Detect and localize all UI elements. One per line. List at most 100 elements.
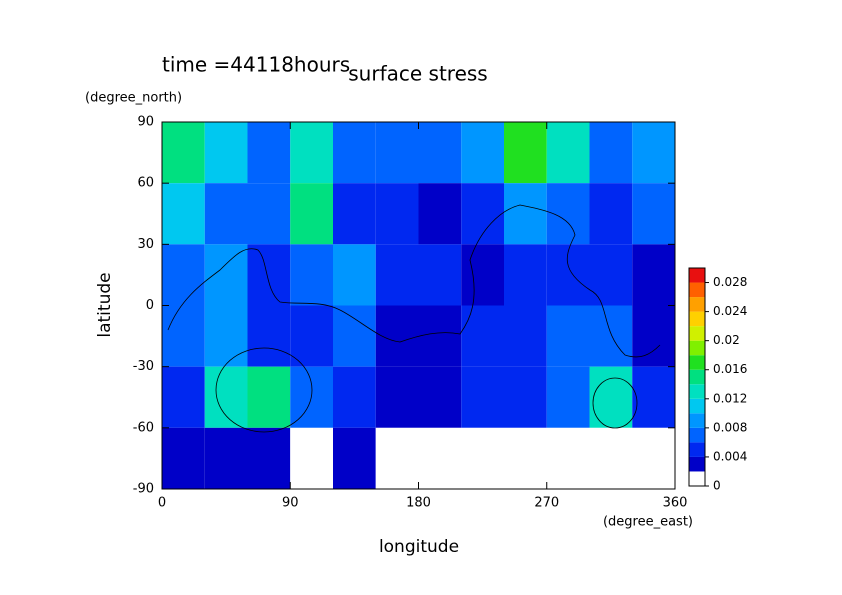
axes: 0 90 180 270 360 -90 -60 -30 0 30 60 90 0 0.004 0.008 0… xyxy=(133,115,748,511)
cell xyxy=(247,366,291,428)
cell xyxy=(504,427,547,489)
cell xyxy=(247,244,291,306)
cell xyxy=(546,366,590,428)
colorbar-swatch xyxy=(689,456,705,472)
cell xyxy=(333,244,376,306)
y-tick-label: 90 xyxy=(137,115,154,130)
cell xyxy=(162,122,205,184)
cell xyxy=(589,122,633,184)
x-tick-label: 270 xyxy=(534,496,559,511)
cell xyxy=(461,183,504,245)
cell xyxy=(162,427,205,489)
cell xyxy=(504,366,547,428)
x-tick-label: 0 xyxy=(158,496,166,511)
colorbar-tick-label: 0.012 xyxy=(713,391,747,405)
chart-title: surface stress xyxy=(348,62,487,86)
colorbar-swatch xyxy=(689,413,705,428)
cell xyxy=(632,366,675,428)
cell xyxy=(418,305,462,367)
cell xyxy=(290,427,333,489)
x-label: longitude xyxy=(379,537,459,557)
cell xyxy=(204,244,248,306)
colorbar-tick-label: 0.016 xyxy=(713,362,747,376)
cell xyxy=(418,244,462,306)
colorbar-tick-label: 0.004 xyxy=(713,449,747,463)
cell xyxy=(290,183,333,245)
colorbar-swatch xyxy=(689,311,705,327)
colorbar-tick-label: 0.008 xyxy=(713,420,747,434)
cell xyxy=(504,122,547,184)
colorbar-tick-label: 0.024 xyxy=(713,304,747,318)
colorbar-swatch xyxy=(689,297,705,312)
cell xyxy=(418,122,462,184)
cell xyxy=(204,427,248,489)
colorbar-tick-label: 0.028 xyxy=(713,275,747,289)
colorbar-swatch xyxy=(689,268,705,283)
cell xyxy=(333,427,376,489)
coastline xyxy=(592,377,638,429)
cell xyxy=(204,183,248,245)
coastline xyxy=(167,204,661,358)
cell xyxy=(247,305,291,367)
cell xyxy=(632,183,675,245)
colorbar-tick-label: 0.02 xyxy=(713,333,740,347)
colorbar-swatch xyxy=(689,282,705,298)
cell xyxy=(632,305,675,367)
y-tick-label: -90 xyxy=(133,482,154,497)
cell xyxy=(504,305,547,367)
cell xyxy=(504,244,547,306)
cell xyxy=(333,122,376,184)
colorbar-swatch xyxy=(689,384,705,399)
cell xyxy=(247,427,291,489)
cell xyxy=(418,427,462,489)
cell xyxy=(375,366,419,428)
cell xyxy=(546,122,590,184)
y-unit: (degree_north) xyxy=(85,91,182,106)
colorbar-swatch xyxy=(689,427,705,443)
x-unit: (degree_east) xyxy=(603,515,693,530)
cell xyxy=(546,305,590,367)
y-label: latitude xyxy=(95,272,115,337)
cell xyxy=(632,244,675,306)
colorbar-swatch xyxy=(689,369,705,385)
cell xyxy=(461,122,504,184)
colorbar-swatch xyxy=(689,326,705,341)
y-tick-label: -30 xyxy=(133,359,154,374)
x-tick-label: 180 xyxy=(406,496,431,511)
colorbar-swatch xyxy=(689,442,705,457)
x-tick-label: 90 xyxy=(282,496,299,511)
cell xyxy=(546,427,590,489)
cell xyxy=(333,183,376,245)
cell xyxy=(375,244,419,306)
y-tick-label: 60 xyxy=(137,176,154,191)
colorbar-swatch xyxy=(689,471,705,486)
cell xyxy=(247,122,291,184)
cell xyxy=(418,183,462,245)
field xyxy=(162,122,675,489)
cell xyxy=(461,305,504,367)
cell xyxy=(247,183,291,245)
cell xyxy=(418,366,462,428)
cell xyxy=(290,122,333,184)
cell xyxy=(333,366,376,428)
cell xyxy=(632,122,675,184)
cell xyxy=(589,305,633,367)
cell xyxy=(589,244,633,306)
y-tick-label: -60 xyxy=(133,420,154,435)
cell xyxy=(375,122,419,184)
cell xyxy=(461,427,504,489)
cell xyxy=(504,183,547,245)
cell xyxy=(589,366,633,428)
cell xyxy=(162,305,205,367)
cell xyxy=(204,366,248,428)
x-tick-label: 360 xyxy=(663,496,688,511)
cell xyxy=(589,427,633,489)
coastline xyxy=(215,347,313,433)
cell xyxy=(333,305,376,367)
cell xyxy=(204,305,248,367)
cell xyxy=(290,244,333,306)
cell xyxy=(290,305,333,367)
colorbar-swatch xyxy=(689,355,705,370)
cell xyxy=(461,366,504,428)
